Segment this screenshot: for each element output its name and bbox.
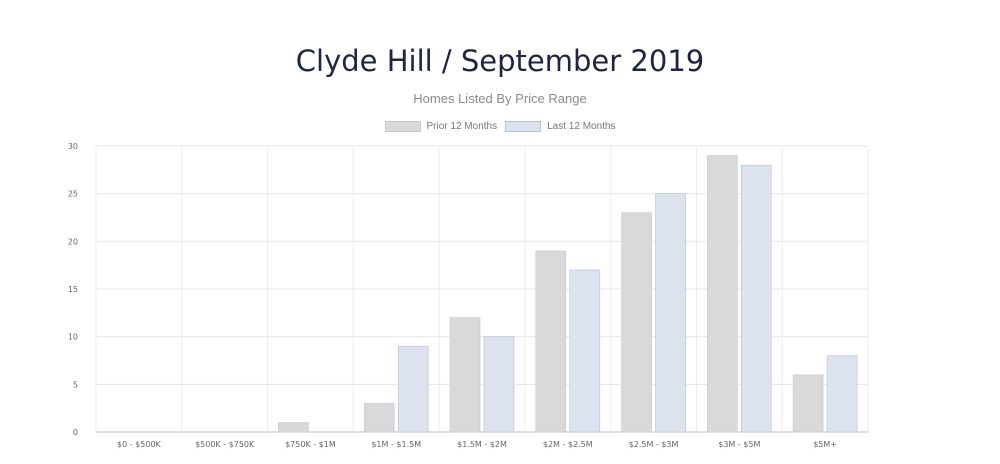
bar-last (826, 355, 858, 433)
legend: Prior 12 Months Last 12 Months (0, 121, 1000, 132)
x-tick-label: $1.5M - $2M (457, 440, 507, 449)
x-tick-label: $500K - $750K (195, 440, 255, 449)
y-tick-label: 10 (68, 333, 78, 342)
x-tick-label: $2M - $2.5M (543, 440, 593, 449)
legend-swatch-last (505, 121, 542, 132)
bar-prior (535, 250, 567, 433)
bar-last (741, 164, 772, 433)
bar-prior (792, 374, 824, 433)
x-tick-label: $750K - $1M (285, 440, 336, 449)
x-tick-label: $1M - $1.5M (371, 440, 421, 449)
bar-prior (363, 403, 395, 433)
y-tick-label: 30 (68, 142, 78, 151)
legend-swatch-prior (384, 121, 421, 132)
x-tick-label: $3M - $5M (718, 440, 760, 449)
bar-prior (707, 155, 738, 433)
bar-last (569, 269, 601, 433)
y-tick-label: 5 (73, 380, 78, 389)
bar-prior (621, 212, 652, 433)
y-tick-label: 20 (68, 237, 78, 246)
bar-last (483, 336, 515, 433)
x-tick-label: $0 - $500K (117, 440, 162, 449)
bar-prior (449, 317, 481, 433)
y-tick-label: 0 (73, 428, 78, 437)
legend-label-prior: Prior 12 Months (426, 121, 498, 132)
x-tick-label: $5M+ (813, 440, 837, 449)
chart-subtitle: Homes Listed By Price Range (413, 91, 587, 106)
y-tick-label: 15 (68, 285, 78, 294)
y-tick-label: 25 (68, 190, 78, 199)
x-tick-label: $2.5M - $3M (629, 440, 679, 449)
bar-prior (278, 422, 309, 433)
legend-label-last: Last 12 Months (547, 121, 616, 132)
legend-item-last: Last 12 Months (505, 121, 615, 132)
chart-title: Clyde Hill / September 2019 (295, 44, 705, 78)
bar-last (397, 345, 429, 433)
bar-last (655, 193, 686, 433)
legend-item-prior: Prior 12 Months (384, 121, 498, 132)
